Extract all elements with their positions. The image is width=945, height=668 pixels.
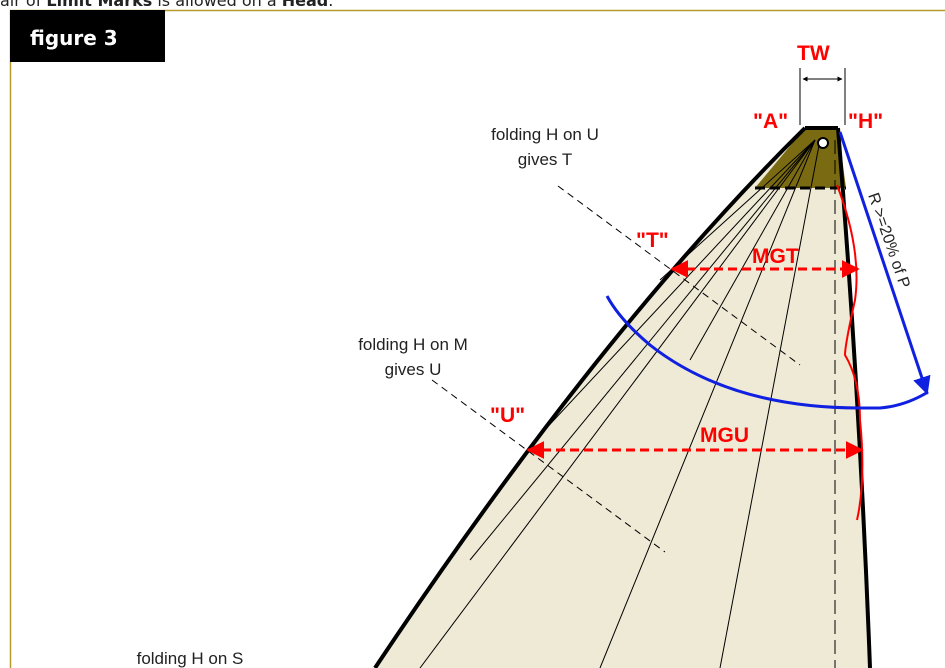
luff [373,126,807,668]
header-middle: is allowed on a [152,0,282,10]
header-bold: Head [281,0,329,10]
girth-lines [526,260,864,459]
note: gives T [518,150,573,169]
header-text: air of Limit Marks is allowed on a Head. [0,0,333,10]
t-label: "T" [636,229,669,252]
tw-dim [799,68,846,125]
tw-label: TW [797,42,830,65]
mgt-label: MGT [752,245,799,268]
figure-label-box [10,10,165,62]
leech-hollow [836,184,864,521]
fold-lines [419,139,821,668]
note: folding H on S [137,649,244,668]
note: gives U [385,360,442,379]
figure-label: figure 3 [30,26,118,50]
u-label: "U" [490,404,525,427]
header-prefix: air of [0,0,47,10]
header-bold: Limit Marks [46,0,153,10]
mgu-label: MGU [700,424,749,447]
a-label: "A" [753,110,788,133]
radius-arc [605,295,929,410]
radius-arrow [838,131,931,395]
note: folding H on U [491,125,599,144]
note: folding H on M [358,335,468,354]
header-suffix: . [328,0,334,10]
head-ring [817,137,829,149]
h-label: "H" [848,110,883,133]
